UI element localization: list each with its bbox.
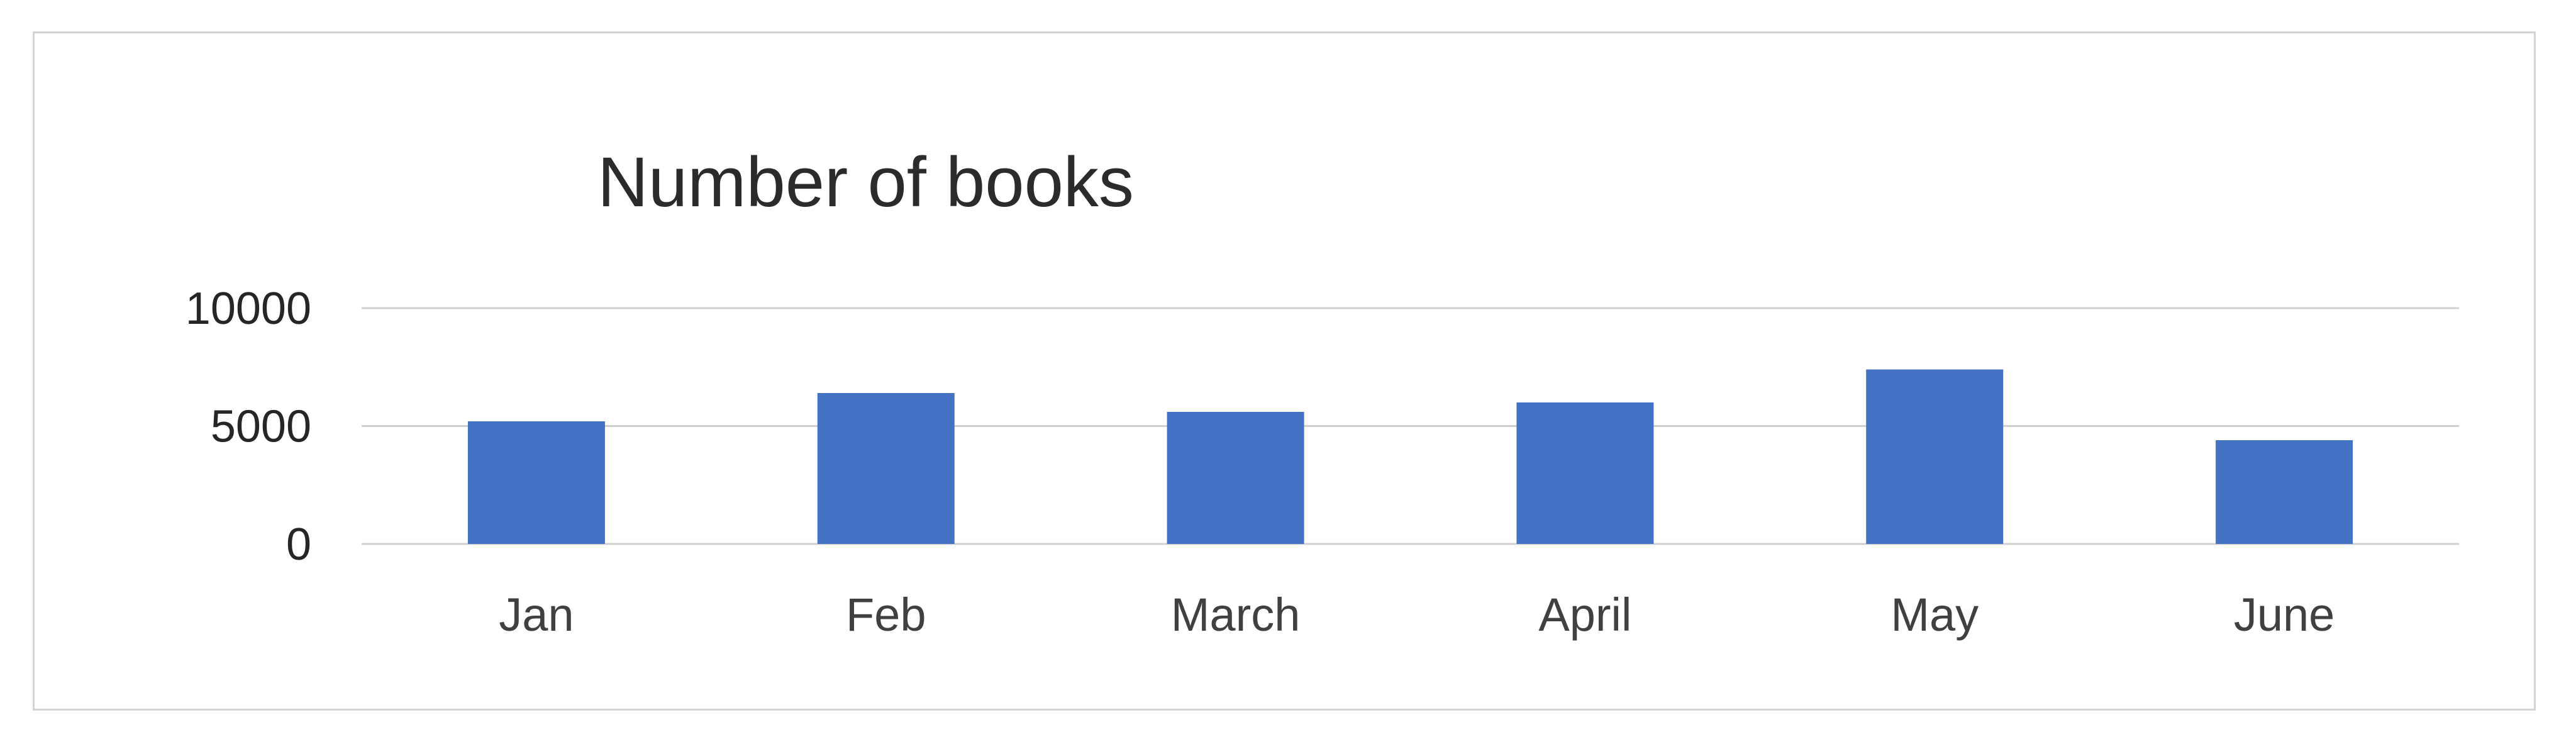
y-axis-ticks: 0 5000 10000 bbox=[186, 284, 311, 570]
bars bbox=[467, 369, 2353, 544]
x-tick-label-feb: Feb bbox=[846, 589, 926, 641]
bar-march bbox=[1167, 412, 1304, 544]
y-tick-label-0: 0 bbox=[286, 519, 311, 570]
bar-june bbox=[2216, 440, 2353, 544]
y-tick-label-2: 10000 bbox=[186, 284, 311, 334]
x-tick-label-march: March bbox=[1171, 589, 1301, 641]
x-tick-label-jan: Jan bbox=[499, 589, 574, 641]
chart-frame bbox=[33, 31, 2536, 711]
y-tick-label-1: 5000 bbox=[211, 402, 311, 452]
bar-jan bbox=[467, 421, 605, 544]
x-tick-label-may: May bbox=[1890, 589, 1979, 641]
x-tick-label-june: June bbox=[2234, 589, 2334, 641]
gridlines bbox=[362, 307, 2459, 545]
chart-title: Number of books bbox=[597, 143, 1134, 221]
bar-may bbox=[1866, 369, 2004, 544]
bar-feb bbox=[817, 393, 955, 544]
bar-april bbox=[1516, 402, 1654, 544]
x-tick-label-april: April bbox=[1538, 589, 1631, 641]
x-axis-labels: Jan Feb March April May June bbox=[499, 589, 2334, 641]
